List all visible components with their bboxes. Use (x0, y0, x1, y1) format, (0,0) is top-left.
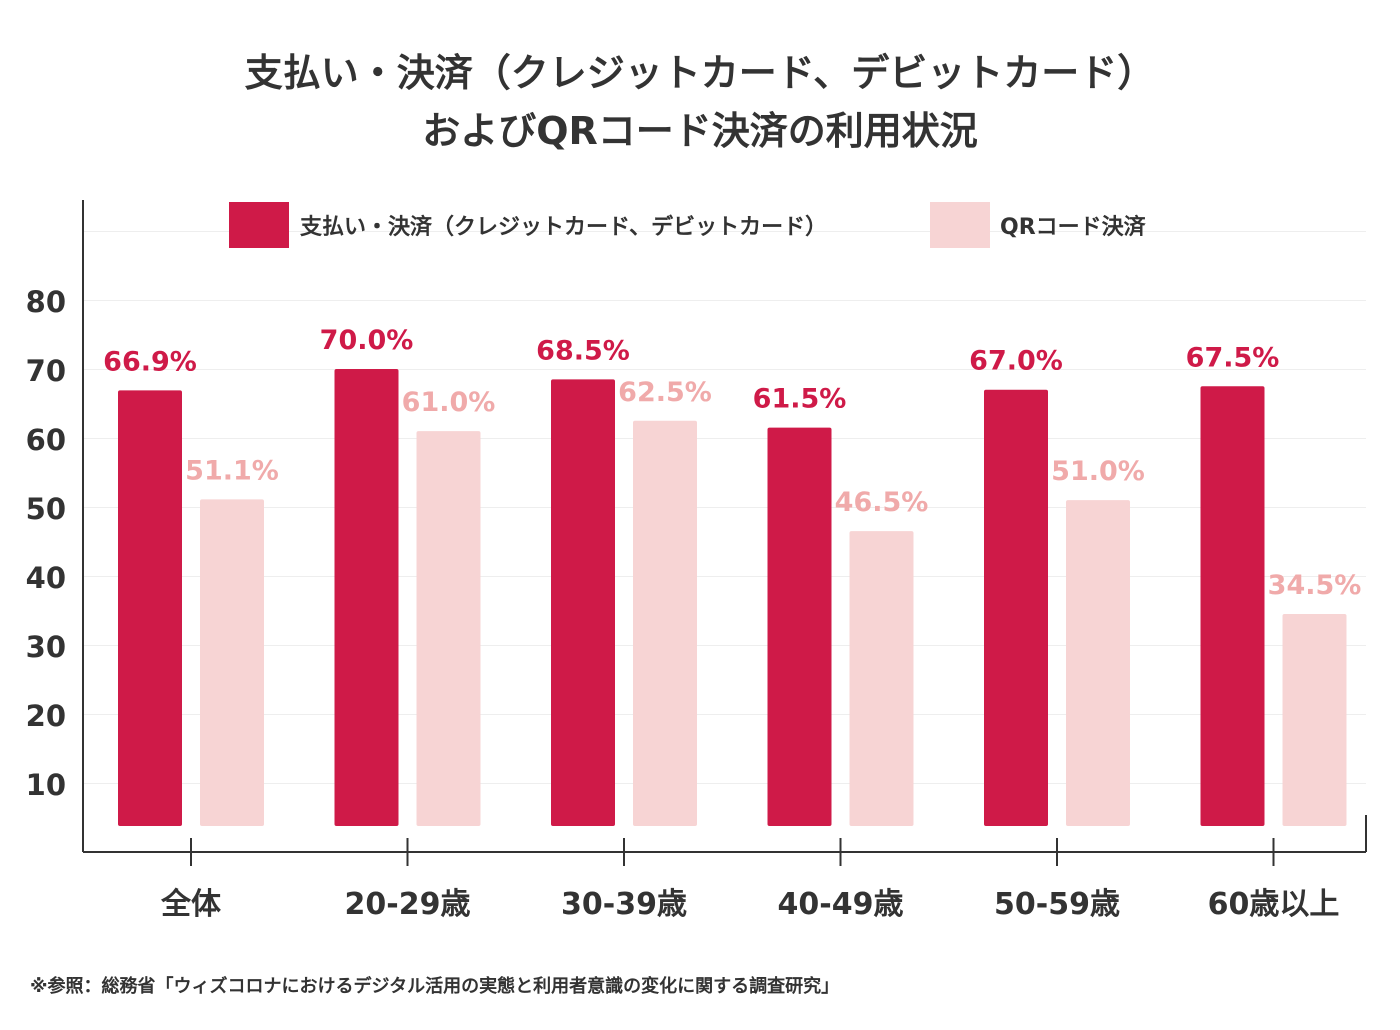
x-tick-label: 50-59歳 (994, 887, 1120, 922)
bar (118, 390, 182, 826)
data-label: 46.5% (835, 487, 929, 518)
legend-swatch (930, 202, 990, 248)
y-tick-label: 20 (26, 699, 66, 733)
y-tick-label: 80 (26, 285, 66, 319)
data-label: 34.5% (1268, 570, 1362, 601)
legend-swatch (229, 202, 289, 248)
grid-lines (83, 231, 1366, 784)
data-label: 61.5% (753, 384, 847, 415)
bar (1200, 386, 1265, 826)
bar (1066, 500, 1130, 826)
data-label: 67.0% (969, 346, 1063, 377)
x-tick-label: 40-49歳 (778, 887, 904, 922)
bar (1282, 613, 1347, 826)
y-tick-label: 10 (26, 768, 66, 802)
x-tick-label: 20-29歳 (345, 887, 471, 922)
x-tick-label: 全体 (160, 887, 222, 922)
bar (633, 420, 697, 826)
legend-label: 支払い・決済（クレジットカード、デビットカード） (300, 214, 827, 240)
chart-title-line2: およびQRコード決済の利用状況 (422, 109, 978, 153)
y-tick-label: 70 (26, 354, 66, 388)
chart-title: 支払い・決済（クレジットカード、デビットカード） およびQRコード決済の利用状況 (0, 44, 1400, 160)
bar (849, 531, 914, 826)
data-labels: 66.9% 51.1% 70.0% 61.0% 68.5% 62.5% 61.5% 46.5%… (103, 325, 1361, 601)
bar (767, 427, 832, 826)
data-label: 66.9% (103, 346, 197, 377)
bar (416, 431, 481, 826)
axes: 10 20 30 40 50 60 70 80 全体 20-29歳 30-39歳 40-49歳 50-5… (26, 200, 1367, 922)
legend-label: QRコード決済 (1000, 214, 1147, 240)
bars (118, 369, 1347, 826)
bar (984, 389, 1048, 826)
bar (551, 379, 615, 826)
data-label: 62.5% (618, 377, 712, 408)
bar (200, 499, 264, 826)
chart-title-line1: 支払い・決済（クレジットカード、デビットカード） (244, 51, 1156, 95)
legend: 支払い・決済（クレジットカード、デビットカード） QRコード決済 (229, 202, 1147, 248)
data-label: 68.5% (536, 335, 630, 366)
bar (334, 369, 399, 826)
x-tick-label: 30-39歳 (561, 887, 687, 922)
data-label: 61.0% (402, 387, 496, 418)
footnote: ※参照：総務省「ウィズコロナにおけるデジタル活用の実態と利用者意識の変化に関する… (30, 976, 840, 997)
data-label: 70.0% (320, 325, 414, 356)
data-label: 51.0% (1051, 456, 1145, 487)
x-tick-label: 60歳以上 (1208, 887, 1340, 922)
y-tick-label: 40 (26, 561, 66, 595)
y-tick-label: 50 (26, 492, 66, 526)
y-tick-label: 30 (26, 630, 66, 664)
data-label: 67.5% (1186, 342, 1280, 373)
y-tick-label: 60 (26, 423, 66, 457)
data-label: 51.1% (185, 455, 279, 486)
